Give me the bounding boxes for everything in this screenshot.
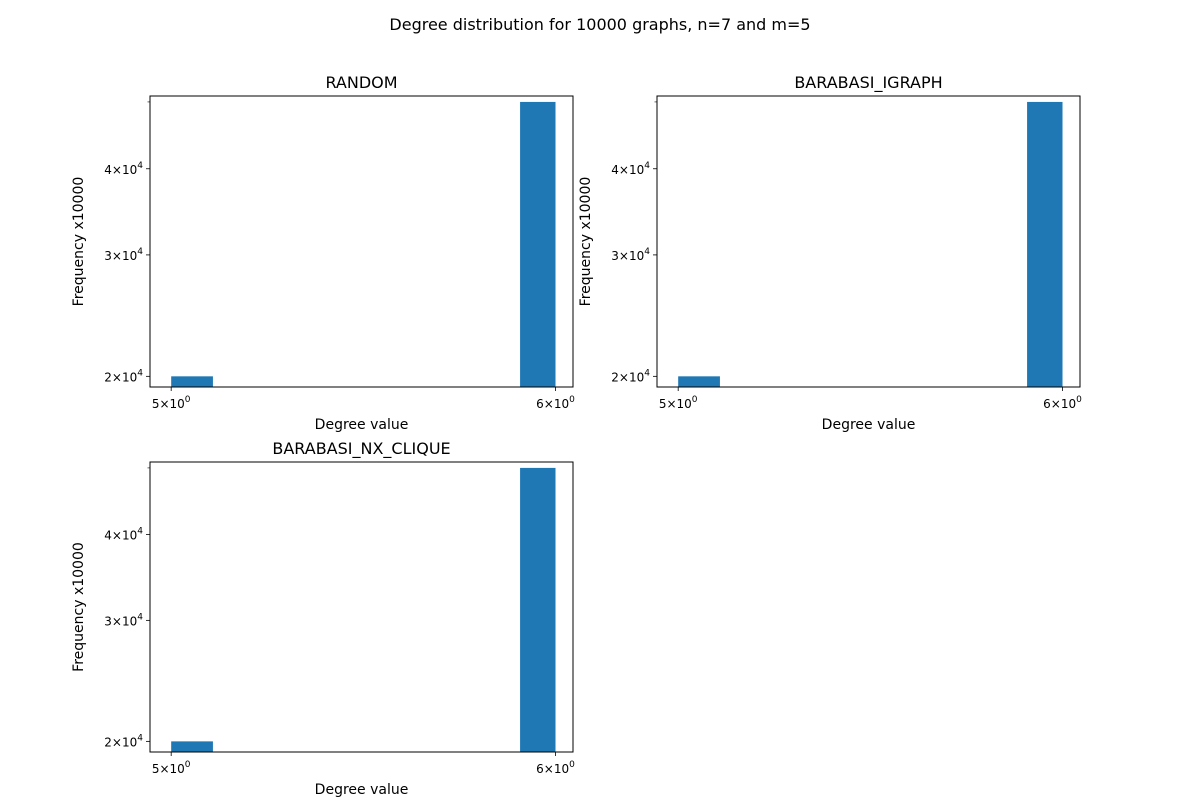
- bar-1: [678, 376, 720, 387]
- axes-frame: [656, 95, 1081, 388]
- x-tick-label: 5×100: [152, 395, 191, 411]
- subplot-title: BARABASI_NX_CLIQUE: [272, 439, 450, 459]
- x-axis-label: Degree value: [315, 782, 409, 798]
- y-tick-label: 3×104: [104, 612, 143, 628]
- bar-1: [171, 376, 213, 387]
- figure-suptitle: Degree distribution for 10000 graphs, n=…: [389, 15, 810, 34]
- y-tick-label: 2×104: [611, 368, 650, 384]
- bar-2: [1027, 101, 1063, 388]
- y-axis-label: Frequency x10000: [71, 542, 87, 672]
- y-tick-label: 2×104: [104, 733, 143, 749]
- subplot-3: 5×100 6×100 2×104 3×104 4×104 BARABASI_NX_CLI…: [71, 439, 575, 798]
- y-axis-label: Frequency x10000: [71, 177, 87, 307]
- x-tick-label: 5×100: [152, 760, 191, 776]
- bar-2: [520, 101, 556, 388]
- subplot-1: 5×100 6×100 2×104 3×104 4×104 RANDOM Degree va…: [71, 73, 575, 433]
- x-tick-label: 6×100: [536, 395, 575, 411]
- x-axis-label: Degree value: [822, 417, 916, 433]
- axes-frame: [149, 461, 574, 753]
- y-tick-label: 3×104: [104, 247, 143, 263]
- x-tick-label: 5×100: [659, 395, 698, 411]
- y-tick-label: 4×104: [611, 161, 650, 177]
- y-tick-label: 3×104: [611, 247, 650, 263]
- y-tick-label: 4×104: [104, 161, 143, 177]
- subplot-2: 5×100 6×100 2×104 3×104 4×104 BARABASI_IGRAPH…: [578, 73, 1082, 433]
- y-tick-label: 4×104: [104, 527, 143, 543]
- bar-1: [171, 741, 213, 752]
- y-tick-label: 2×104: [104, 368, 143, 384]
- x-axis-label: Degree value: [315, 417, 409, 433]
- x-tick-label: 6×100: [536, 760, 575, 776]
- y-axis-label: Frequency x10000: [578, 177, 594, 307]
- subplot-title: BARABASI_IGRAPH: [794, 73, 942, 93]
- axes-frame: [149, 95, 574, 388]
- bar-2: [520, 467, 556, 752]
- x-tick-label: 6×100: [1043, 395, 1082, 411]
- subplot-title: RANDOM: [325, 73, 397, 92]
